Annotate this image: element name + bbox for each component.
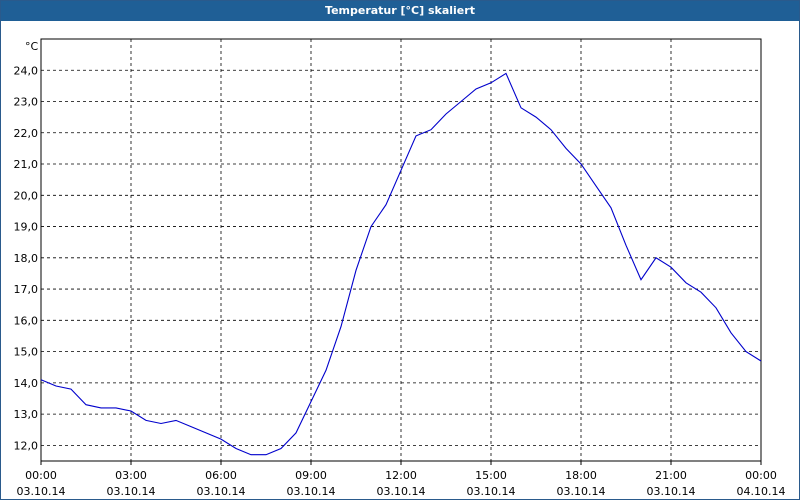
y-tick-label: 22,0 <box>14 127 39 140</box>
x-tick-time-label: 12:00 <box>385 469 417 482</box>
x-tick-date-label: 03.10.14 <box>467 485 516 498</box>
x-tick-time-label: 06:00 <box>205 469 237 482</box>
chart-title: Temperatur [°C] skaliert <box>1 1 799 21</box>
y-tick-label: 18,0 <box>14 252 39 265</box>
y-tick-label: 24,0 <box>14 64 39 77</box>
x-tick-time-label: 00:00 <box>745 469 777 482</box>
x-tick-date-label: 03.10.14 <box>377 485 426 498</box>
y-tick-label: 14,0 <box>14 377 39 390</box>
grid-lines <box>40 39 762 465</box>
y-tick-label: 13,0 <box>14 408 39 421</box>
y-tick-label: 17,0 <box>14 283 39 296</box>
x-tick-time-label: 18:00 <box>565 469 597 482</box>
temperature-series-line <box>40 72 762 456</box>
y-tick-label: 20,0 <box>14 189 39 202</box>
y-tick-label: 12,0 <box>14 439 39 452</box>
y-tick-label: 16,0 <box>14 314 39 327</box>
x-tick-date-label: 03.10.14 <box>107 485 156 498</box>
x-tick-time-label: 03:00 <box>115 469 147 482</box>
x-tick-date-label: 04.10.14 <box>737 485 786 498</box>
x-tick-date-label: 03.10.14 <box>17 485 66 498</box>
x-tick-time-label: 09:00 <box>295 469 327 482</box>
x-tick-date-label: 03.10.14 <box>557 485 606 498</box>
x-tick-date-label: 03.10.14 <box>647 485 696 498</box>
y-tick-label: 21,0 <box>14 158 39 171</box>
x-axis-labels: 00:00 03.10.14 03:00 03.10.14 06:00 03.10.14 0… <box>17 469 786 498</box>
x-tick-time-label: 00:00 <box>25 469 57 482</box>
y-tick-label: 15,0 <box>14 346 39 359</box>
x-tick-date-label: 03.10.14 <box>287 485 336 498</box>
x-tick-date-label: 03.10.14 <box>197 485 246 498</box>
y-axis-labels: 12,0 13,0 14,0 15,0 16,0 17,0 18,0 19,0 20,0 21,0… <box>14 64 39 452</box>
y-axis-unit: °C <box>25 40 39 53</box>
y-tick-label: 19,0 <box>14 221 39 234</box>
plot-area <box>40 38 762 462</box>
x-tick-time-label: 21:00 <box>655 469 687 482</box>
x-tick-time-label: 15:00 <box>475 469 507 482</box>
y-tick-label: 23,0 <box>14 96 39 109</box>
